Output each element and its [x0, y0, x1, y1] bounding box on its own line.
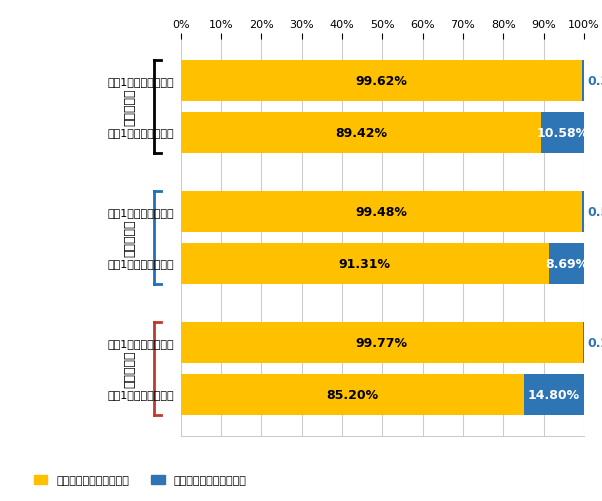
Bar — [181, 374, 524, 415]
Text: 89.42%: 89.42% — [335, 127, 387, 139]
Bar — [583, 322, 584, 364]
Bar — [181, 61, 582, 102]
Bar — [524, 374, 584, 415]
Bar — [549, 243, 584, 285]
Bar — [541, 112, 584, 154]
Text: 0.52%: 0.52% — [587, 206, 602, 218]
Bar — [582, 191, 584, 233]
Text: 中学生全体: 中学生全体 — [123, 89, 136, 126]
Text: 過去1年喫煙経験あり: 過去1年喫煙経験あり — [108, 259, 175, 269]
Text: 過去1年喫煙経験なし: 過去1年喫煙経験なし — [108, 76, 175, 86]
Text: 99.62%: 99.62% — [356, 75, 408, 88]
Bar — [181, 112, 541, 154]
Bar — [181, 243, 549, 285]
Text: 99.77%: 99.77% — [356, 337, 408, 349]
Text: 過去1年喫煙経験あり: 過去1年喫煙経験あり — [108, 390, 175, 400]
Legend: 有機溶剤の生涯経験なし, 有機溶剤の生涯経験あり: 有機溶剤の生涯経験なし, 有機溶剤の生涯経験あり — [29, 470, 251, 489]
Bar — [181, 322, 583, 364]
Text: 14.80%: 14.80% — [528, 388, 580, 401]
Text: 0.38%: 0.38% — [587, 75, 602, 88]
Text: 過去1年喫煙経験なし: 過去1年喫煙経験なし — [108, 338, 175, 348]
Text: 85.20%: 85.20% — [326, 388, 379, 401]
Text: 8.69%: 8.69% — [545, 258, 588, 270]
Text: 10.58%: 10.58% — [536, 127, 589, 139]
Text: 過去1年喫煙経験あり: 過去1年喫煙経験あり — [108, 128, 175, 138]
Text: 91.31%: 91.31% — [339, 258, 391, 270]
Text: 女子中学生: 女子中学生 — [123, 350, 136, 387]
Text: 過去1年喫煙経験なし: 過去1年喫煙経験なし — [108, 207, 175, 217]
Text: 0.23%: 0.23% — [587, 337, 602, 349]
Bar — [582, 61, 584, 102]
Bar — [181, 191, 582, 233]
Text: 男子中学生: 男子中学生 — [123, 219, 136, 257]
Text: 99.48%: 99.48% — [355, 206, 407, 218]
